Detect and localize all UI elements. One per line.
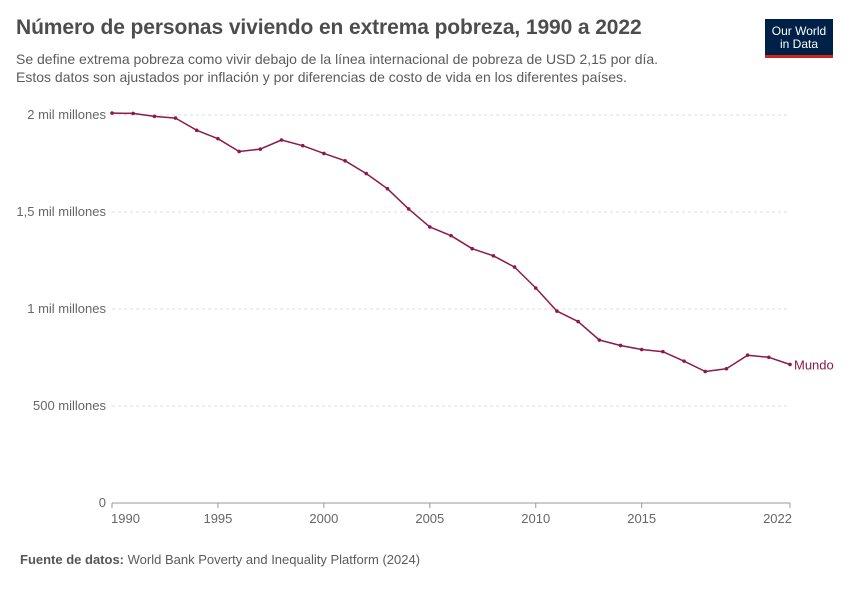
data-point [724, 366, 729, 371]
subtitle-line-2: Estos datos son ajustados por inflación … [16, 69, 627, 85]
x-tick-label: 1990 [111, 511, 140, 526]
y-tick-label: 1,5 mil millones [16, 204, 106, 219]
grid-lines [112, 114, 790, 407]
x-tick-label: 2022 [763, 511, 792, 526]
data-point [258, 147, 263, 151]
data-point [428, 225, 432, 229]
data-point [767, 355, 771, 360]
data-point [300, 143, 305, 148]
series-layer: Mundo [110, 111, 834, 374]
data-point [639, 347, 644, 352]
data-point [449, 233, 453, 238]
data-point [703, 369, 708, 374]
data-point [512, 265, 517, 269]
y-tick-label: 2 mil millones [27, 107, 106, 122]
data-point [533, 286, 538, 290]
data-point [173, 116, 178, 120]
logo-line-1: Our World [771, 24, 827, 38]
data-point [682, 359, 686, 363]
data-point [470, 246, 474, 251]
series-label-mundo: Mundo [794, 357, 834, 372]
y-tick-label: 0 [99, 495, 106, 510]
data-point [216, 136, 220, 141]
data-point [343, 158, 347, 163]
y-tick-label: 1 mil millones [27, 301, 106, 316]
chart-subtitle: Se define extrema pobreza como vivir deb… [16, 50, 756, 86]
source-label: Fuente de datos: [20, 552, 125, 567]
owid-logo[interactable]: Our World in Data [765, 19, 833, 58]
chart-title: Número de personas viviendo en extrema p… [16, 16, 642, 39]
source-text: World Bank Poverty and Inequality Platfo… [127, 552, 421, 567]
axes: 0 500 millones 1 mil millones 1,5 mil millo… [16, 107, 792, 526]
data-point [491, 254, 496, 258]
x-tick-label: 1995 [203, 511, 232, 526]
data-point [194, 128, 199, 133]
data-point [152, 114, 157, 119]
data-point [745, 353, 750, 357]
data-point [576, 319, 580, 324]
data-point [364, 171, 369, 176]
x-tick-label: 2015 [627, 511, 656, 526]
data-point [322, 151, 326, 156]
data-point [788, 362, 792, 367]
x-tick-label: 2000 [309, 511, 338, 526]
logo-line-2: in Data [779, 37, 819, 51]
subtitle-line-1: Se define extrema pobreza como vivir deb… [16, 51, 659, 67]
data-point [279, 138, 284, 142]
x-tick-label: 2010 [521, 511, 550, 526]
data-point [618, 343, 623, 348]
data-point [237, 149, 241, 154]
data-point [555, 309, 559, 313]
data-point [406, 207, 411, 211]
data-point [597, 338, 602, 342]
data-point [661, 349, 665, 354]
source-note: Fuente de datos: World Bank Poverty and … [20, 552, 420, 567]
series-line-mundo [111, 112, 791, 373]
data-point [131, 111, 135, 116]
data-point [110, 111, 114, 115]
x-tick-label: 2005 [415, 511, 444, 526]
y-tick-label: 500 millones [33, 398, 106, 413]
data-point [385, 186, 390, 191]
